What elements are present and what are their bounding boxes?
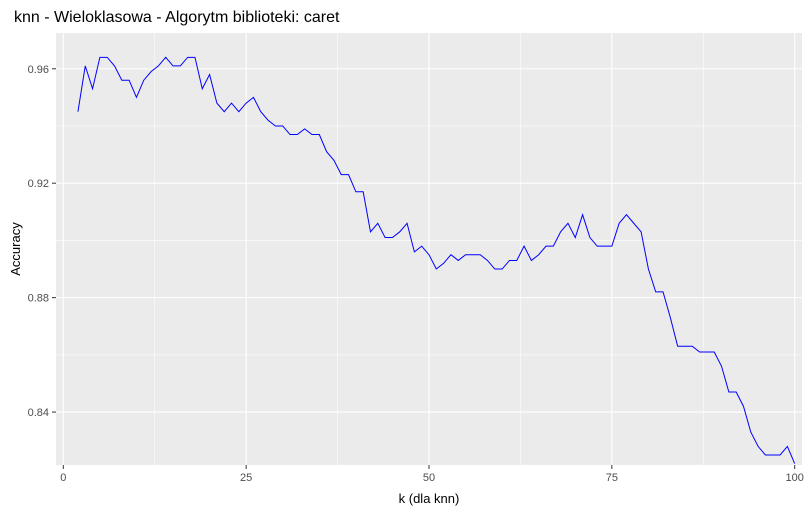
x-tick-label: 75 <box>606 472 618 484</box>
accuracy-series-line <box>77 56 796 464</box>
x-tick-label: 0 <box>60 472 66 484</box>
x-tick-label: 25 <box>240 472 252 484</box>
y-tick-label: 0.84 <box>28 407 49 419</box>
x-tick-label: 50 <box>423 472 435 484</box>
major-gridlines <box>56 33 802 465</box>
chart-title: knn - Wieloklasowa - Algorytm biblioteki… <box>14 9 340 26</box>
x-axis-title: k (dla knn) <box>399 491 460 506</box>
x-tick-label: 100 <box>786 472 804 484</box>
x-axis-ticks: 0 25 50 75 100 <box>60 465 804 484</box>
y-tick-label: 0.88 <box>28 293 49 305</box>
y-axis-ticks: 0.84 0.88 0.92 0.96 <box>28 64 56 419</box>
y-tick-label: 0.92 <box>28 178 49 190</box>
y-tick-label: 0.96 <box>28 64 49 76</box>
y-axis-title: Accuracy <box>8 222 23 276</box>
